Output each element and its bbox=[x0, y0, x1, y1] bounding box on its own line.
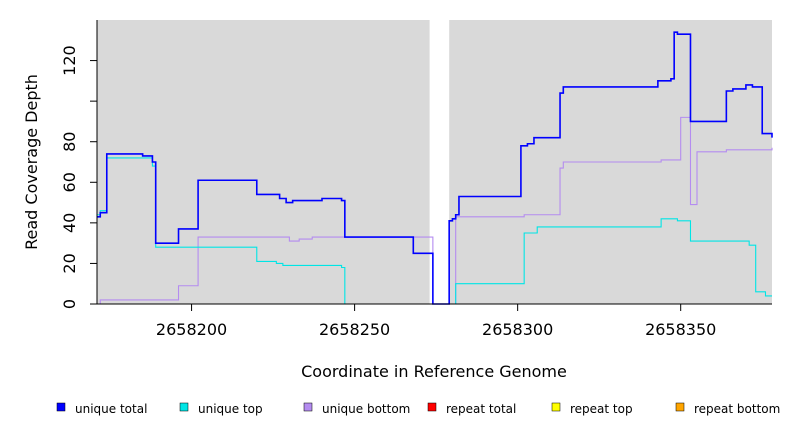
y-tick-label: 20 bbox=[60, 253, 79, 273]
x-tick-label: 2658350 bbox=[645, 320, 716, 339]
y-tick-label: 40 bbox=[60, 213, 79, 233]
y-axis-title: Read Coverage Depth bbox=[22, 74, 41, 250]
x-tick-label: 2658300 bbox=[482, 320, 553, 339]
legend-swatch-repeat-top bbox=[551, 402, 561, 412]
legend-label-repeat-top: repeat top bbox=[570, 402, 633, 416]
legend-swatch-unique-top bbox=[179, 402, 189, 412]
legend-label-unique-total: unique total bbox=[75, 402, 147, 416]
legend-label-repeat-bottom: repeat bottom bbox=[694, 402, 780, 416]
legend-label-repeat-total: repeat total bbox=[446, 402, 516, 416]
y-tick-label: 0 bbox=[60, 299, 79, 309]
series-line-unique-bottom bbox=[97, 116, 773, 305]
y-tick-label: 120 bbox=[60, 45, 79, 76]
axes-layer: 2658200 2658250 2658300 2658350 0 20 40 60 80 120 bbox=[60, 20, 772, 339]
gap-region bbox=[429, 20, 450, 304]
legend-swatch-unique-total bbox=[56, 402, 66, 412]
legend-swatch-unique-bottom bbox=[303, 402, 313, 412]
legend-label-unique-top: unique top bbox=[198, 402, 263, 416]
y-tick-label: 80 bbox=[60, 132, 79, 152]
legend-swatch-repeat-bottom bbox=[675, 402, 685, 412]
x-axis-title: Coordinate in Reference Genome bbox=[301, 362, 567, 381]
legend: unique total unique top unique bottom repea… bbox=[56, 402, 780, 416]
x-tick-label: 2658200 bbox=[156, 320, 227, 339]
series-line-unique-total bbox=[97, 31, 773, 305]
legend-swatch-repeat-total bbox=[427, 402, 437, 412]
x-tick-label: 2658250 bbox=[319, 320, 390, 339]
y-tick-label: 60 bbox=[60, 172, 79, 192]
legend-label-unique-bottom: unique bottom bbox=[322, 402, 410, 416]
